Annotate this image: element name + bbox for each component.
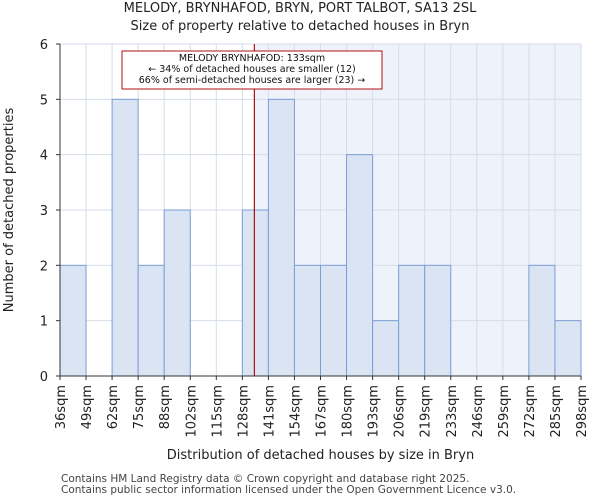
x-tick-label: 219sqm [419,385,434,438]
histogram-bar [163,209,191,377]
x-tick-label: 115sqm [210,385,225,438]
histogram-bar [398,264,426,377]
chart-subtitle: Size of property relative to detached ho… [130,19,470,34]
histogram-bar [346,154,374,377]
x-tick-label: 128sqm [236,385,251,438]
histogram-bar [424,264,452,377]
x-tick-label: 180sqm [341,385,356,438]
x-tick-label: 233sqm [445,385,460,438]
x-tick-label: 102sqm [184,385,199,438]
histogram-bar [293,264,322,377]
x-tick-label: 36sqm [54,385,69,429]
histogram-bar [267,98,295,377]
x-tick-label: 154sqm [288,385,303,438]
x-tick-label: 88sqm [158,385,173,429]
y-tick-label: 4 [40,149,48,164]
y-tick-label: 1 [40,315,48,330]
histogram-bar [554,320,582,377]
y-tick-label: 2 [40,259,48,274]
histogram-bar [241,209,269,377]
histogram-bar [372,320,400,377]
histogram-chart: 0 1 2 3 4 5 6 36sqm 49sqm 62sqm 75sqm 88sqm 102sqm 11… [2,38,590,463]
histogram-bar [111,98,139,377]
footer-copyright: Contains HM Land Registry data © Crown c… [61,473,470,485]
x-tick-label: 193sqm [367,385,382,438]
x-tick-label: 206sqm [393,385,408,438]
x-tick-label: 298sqm [575,385,590,438]
footer-licence: Contains public sector information licen… [61,484,517,496]
x-tick-label: 62sqm [106,385,121,429]
histogram-bar [59,264,87,377]
histogram-bar [528,264,556,377]
page-title: MELODY, BRYNHAFOD, BRYN, PORT TALBOT, SA… [123,1,477,16]
y-tick-label: 3 [40,204,48,219]
x-tick-label: 141sqm [262,385,277,438]
x-tick-label: 49sqm [80,385,95,429]
histogram-bar [320,264,348,377]
y-axis-title: Number of detached properties [2,108,17,313]
annotation-line: MELODY BRYNHAFOD: 133sqm [179,53,325,64]
x-tick-label: 167sqm [315,385,330,438]
x-tick-label: 246sqm [471,385,486,438]
y-tick-label: 0 [40,370,48,385]
annotation-line: ← 34% of detached houses are smaller (12… [148,64,355,75]
x-axis-title: Distribution of detached houses by size … [167,448,474,463]
x-tick-label: 75sqm [132,385,147,429]
y-tick-label: 5 [40,93,48,108]
x-tick-label: 259sqm [497,385,512,438]
annotation-box [121,50,383,90]
y-tick-label: 6 [40,38,48,53]
x-tick-label: 272sqm [523,385,538,438]
x-tick-label: 285sqm [549,385,564,438]
annotation-line: 66% of semi-detached houses are larger (… [139,75,366,86]
histogram-bar [137,264,165,377]
